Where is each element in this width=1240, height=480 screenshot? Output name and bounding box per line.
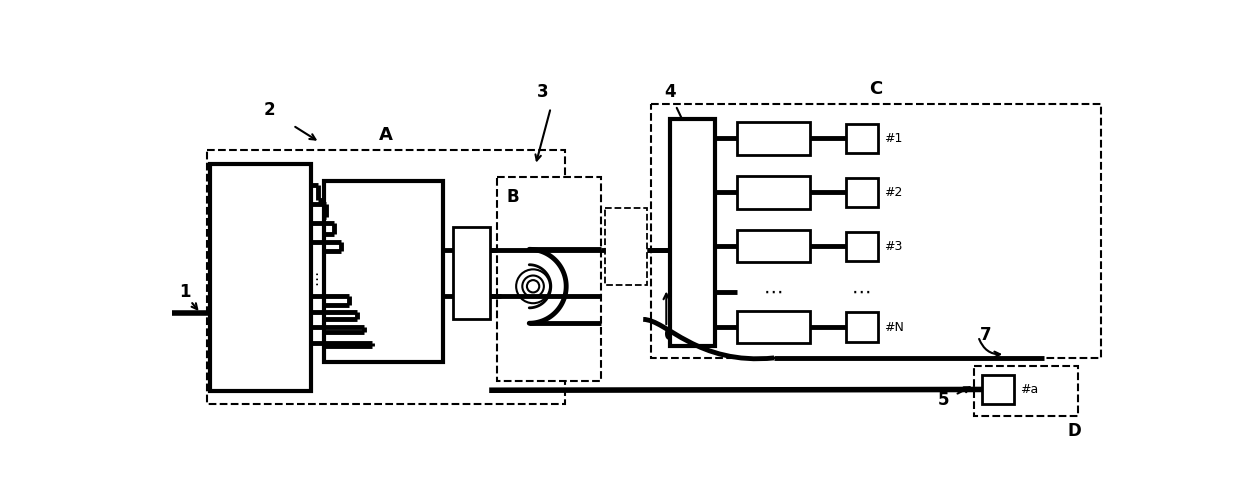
Bar [737,311,810,343]
Text: MZI₃: MZI₃ [760,240,787,253]
Text: 1: 1 [687,178,698,195]
Text: 3: 3 [303,218,309,228]
Text: A: A [378,126,393,144]
Text: MZI₁: MZI₁ [760,132,787,145]
Bar [605,208,647,285]
Text: B: B [506,189,518,206]
Bar [670,119,714,347]
Bar [737,176,810,208]
Text: M×2: M×2 [363,251,403,269]
Text: ×: × [686,201,699,219]
Text: 6: 6 [665,326,676,344]
Bar [975,366,1079,416]
Text: M-3: M-3 [291,291,309,301]
Text: 5: 5 [937,391,950,409]
Text: M-1: M-1 [291,322,309,332]
Text: N: N [686,224,698,242]
Text: ⋯: ⋯ [309,269,324,285]
Bar [211,164,310,391]
Bar [846,124,878,153]
Text: ⋯: ⋯ [852,283,872,302]
Text: 器: 器 [688,272,697,286]
Text: 功分: 功分 [684,253,701,267]
Text: #N: #N [884,321,904,334]
Text: 7: 7 [980,326,992,344]
Bar [982,375,1014,404]
Text: 4: 4 [665,83,676,101]
Bar [846,232,878,261]
Text: M: M [300,337,309,348]
Bar [737,230,810,263]
Text: 2: 2 [301,199,309,209]
Bar [846,178,878,207]
Bar [651,104,1101,358]
Text: MZIₙ: MZIₙ [760,321,787,334]
Text: D: D [1068,422,1081,440]
Text: #1: #1 [884,132,903,145]
Text: MZI₂: MZI₂ [760,186,787,199]
Text: 2: 2 [264,101,275,119]
Text: C: C [869,80,883,97]
Bar [497,177,601,381]
Text: #a: #a [1021,383,1039,396]
Bar [453,227,490,319]
Text: 光开关: 光开关 [246,272,275,290]
Bar [846,312,878,342]
Text: 4: 4 [301,238,309,247]
Text: 1: 1 [180,284,191,301]
Bar [324,181,443,362]
Text: 耦合器: 耦合器 [463,279,481,289]
Text: #3: #3 [884,240,903,253]
Bar [207,150,564,404]
Text: ⋯: ⋯ [764,283,784,302]
Text: ⋯: ⋯ [291,257,309,274]
Bar [737,122,810,155]
Text: #2: #2 [884,186,903,199]
Text: 波分复用器: 波分复用器 [361,279,407,294]
Text: M-2: M-2 [290,307,309,317]
Text: 3: 3 [537,83,549,101]
Text: 1×M: 1×M [241,245,280,264]
Text: 2×2: 2×2 [460,257,482,267]
Text: 1: 1 [303,180,309,190]
